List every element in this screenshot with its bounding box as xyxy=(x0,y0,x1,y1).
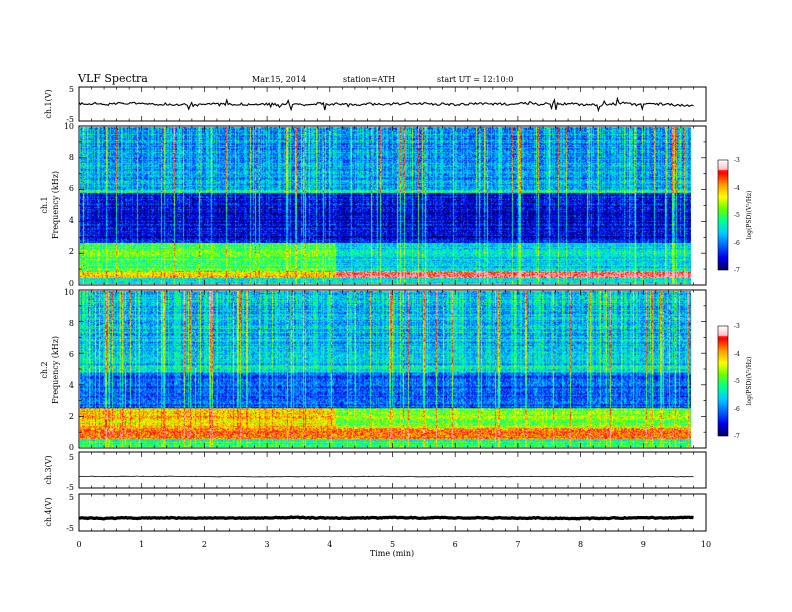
x-tick-label: 6 xyxy=(453,540,458,549)
ch2-colorbar-frame xyxy=(717,325,729,437)
x-tick-label: 3 xyxy=(265,540,270,549)
ch4-panel: 5 -5 ch.4(V) xyxy=(44,493,707,533)
ch3-frame xyxy=(78,451,707,489)
x-tick-label: 0 xyxy=(76,540,81,549)
ch2-spec-ytick-2: 2 xyxy=(69,412,74,421)
ch1-colorbar-label: log(PSD)(V²/Hz) xyxy=(746,191,753,240)
ch1-colorbar: -3 -4 -5 -6 -7 log(PSD)(V²/Hz) xyxy=(717,157,753,274)
ch1-spec-ytick-0: 0 xyxy=(69,279,74,288)
ch1-colorbar-frame xyxy=(717,159,729,271)
station-label: station=ATH xyxy=(343,75,395,84)
x-tick-label: 5 xyxy=(390,540,395,549)
ch1-trace xyxy=(78,96,694,113)
x-tick-label: 4 xyxy=(327,540,332,549)
ch4-ytick-top: 5 xyxy=(69,493,74,502)
ch2-cbar-tick-m3: -3 xyxy=(734,323,740,330)
x-tick-label: 9 xyxy=(641,540,646,549)
ch1-spectrogram-panel: 10 8 6 4 2 0 ch.1 Frequency (kHz) xyxy=(40,122,707,288)
ch3-panel: 5 -5 ch.3(V) xyxy=(44,451,707,492)
figure-title: VLF Spectra xyxy=(77,72,148,85)
start-time-label: start UT = 12:10:0 xyxy=(437,75,513,84)
ch3-trace xyxy=(78,475,694,478)
ch2-spec-ytick-6: 6 xyxy=(69,350,74,359)
date-label: Mar.15, 2014 xyxy=(252,75,306,84)
ch1-spectrogram-heatmap xyxy=(80,127,691,284)
ch2-spec-ytick-10: 10 xyxy=(64,288,74,297)
ch4-frame xyxy=(78,493,707,532)
ch1-spec-ylabel-frequency: Frequency (kHz) xyxy=(51,171,60,239)
ch1-cbar-tick-m4: -4 xyxy=(734,185,740,192)
ch2-cbar-tick-m5: -5 xyxy=(734,378,740,385)
ch4-ylabel: ch.4(V) xyxy=(44,497,53,526)
ch3-ytick-top: 5 xyxy=(69,453,74,462)
ch1-spec-ytick-2: 2 xyxy=(69,247,74,256)
ch1-ylabel: ch.1(V) xyxy=(44,89,53,118)
ch1-cbar-tick-m7: -7 xyxy=(734,267,740,274)
ch2-colorbar-label: log(PSD)(V²/Hz) xyxy=(746,357,753,406)
x-axis-tick-labels: 0 1 2 3 4 5 6 7 8 9 10 xyxy=(76,540,711,549)
ch1-spec-ytick-10: 10 xyxy=(64,122,74,131)
ch1-spec-ytick-4: 4 xyxy=(69,216,74,225)
ch2-colorbar: -3 -4 -5 -6 -7 log(PSD)(V²/Hz) xyxy=(717,323,753,440)
x-tick-label: 10 xyxy=(701,540,711,549)
ch2-spec-ytick-4: 4 xyxy=(69,381,74,390)
x-axis-label: Time (min) xyxy=(370,549,414,558)
ch1-panel: 5 -5 ch.1(V) xyxy=(44,85,707,124)
ch1-spec-ytick-6: 6 xyxy=(69,184,74,193)
axis-ticks xyxy=(78,87,707,531)
ch1-cbar-tick-m5: -5 xyxy=(734,212,740,219)
ch2-spec-ytick-0: 0 xyxy=(69,443,74,452)
ch2-cbar-tick-m6: -6 xyxy=(734,406,740,413)
ch1-colorbar-gradient xyxy=(718,160,728,270)
ch3-ytick-bottom: -5 xyxy=(66,483,74,492)
ch2-cbar-tick-m4: -4 xyxy=(734,351,740,358)
ch4-trace xyxy=(78,515,694,521)
ch2-spec-ytick-8: 8 xyxy=(69,319,74,328)
ch2-spec-ylabel-frequency: Frequency (kHz) xyxy=(51,336,60,404)
ch1-cbar-tick-m3: -3 xyxy=(734,157,740,164)
x-tick-label: 1 xyxy=(139,540,144,549)
ch1-spec-ylabel: ch.1 xyxy=(40,196,49,213)
ch4-ytick-bottom: -5 xyxy=(66,524,74,533)
ch1-ytick-top: 5 xyxy=(69,85,74,94)
x-tick-label: 2 xyxy=(202,540,207,549)
x-tick-label: 8 xyxy=(578,540,583,549)
ch1-spec-ytick-8: 8 xyxy=(69,153,74,162)
ch1-ytick-bottom: -5 xyxy=(66,115,74,124)
ch2-spectrogram-heatmap xyxy=(80,291,691,447)
ch2-cbar-tick-m7: -7 xyxy=(734,433,740,440)
x-tick-label: 7 xyxy=(515,540,520,549)
ch2-spectrogram-panel: 10 8 6 4 2 0 ch.2 Frequency (kHz) xyxy=(40,288,707,452)
ch2-spec-ylabel: ch.2 xyxy=(40,361,49,378)
ch3-ylabel: ch.3(V) xyxy=(44,455,53,484)
ch1-cbar-tick-m6: -6 xyxy=(734,240,740,247)
ch2-colorbar-gradient xyxy=(718,326,728,436)
